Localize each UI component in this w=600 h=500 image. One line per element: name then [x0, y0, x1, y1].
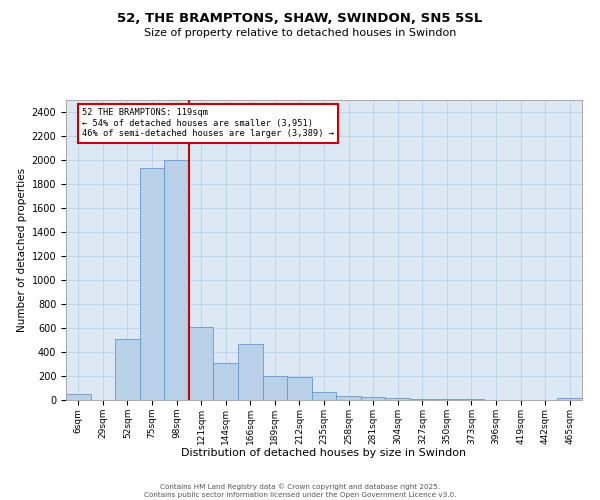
Bar — [66, 394, 91, 400]
Bar — [140, 168, 164, 400]
Bar — [164, 160, 189, 400]
Text: 52, THE BRAMPTONS, SHAW, SWINDON, SN5 5SL: 52, THE BRAMPTONS, SHAW, SWINDON, SN5 5S… — [118, 12, 482, 26]
Bar — [115, 339, 140, 400]
Bar — [361, 397, 385, 400]
Text: Contains HM Land Registry data © Crown copyright and database right 2025.
Contai: Contains HM Land Registry data © Crown c… — [144, 484, 456, 498]
Bar — [336, 396, 361, 400]
Bar — [312, 392, 336, 400]
Text: Size of property relative to detached houses in Swindon: Size of property relative to detached ho… — [144, 28, 456, 38]
Text: 52 THE BRAMPTONS: 119sqm
← 54% of detached houses are smaller (3,951)
46% of sem: 52 THE BRAMPTONS: 119sqm ← 54% of detach… — [82, 108, 334, 138]
Bar — [385, 398, 410, 400]
Bar — [287, 376, 312, 400]
Bar — [557, 398, 582, 400]
Bar — [189, 327, 214, 400]
Bar — [214, 363, 238, 400]
Y-axis label: Number of detached properties: Number of detached properties — [17, 168, 28, 332]
Bar — [263, 376, 287, 400]
Bar — [410, 399, 434, 400]
Bar — [238, 344, 263, 400]
X-axis label: Distribution of detached houses by size in Swindon: Distribution of detached houses by size … — [181, 448, 467, 458]
